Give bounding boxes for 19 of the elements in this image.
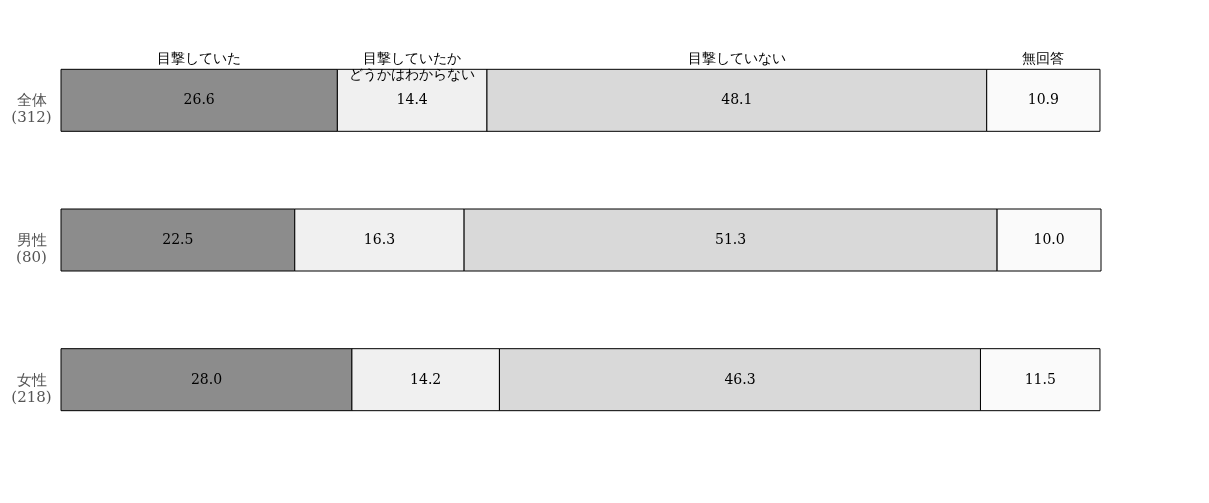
data-label: 28.0 (190, 370, 223, 387)
data-label: 26.6 (183, 91, 215, 108)
series-label: 目撃していない (687, 50, 786, 67)
y-tick-label: 全体 (312) (11, 91, 52, 127)
data-label: 22.5 (162, 231, 194, 247)
series-label: 目撃していた (157, 50, 242, 67)
data-label: 11.5 (1024, 370, 1056, 387)
y-tick-label: 男性 (80) (16, 231, 47, 266)
series-label: 無回答 (1022, 50, 1065, 67)
data-label: 48.1 (721, 91, 753, 108)
data-label: 51.3 (715, 231, 747, 247)
data-label: 14.4 (396, 91, 428, 108)
y-tick-label: 女性 (218) (11, 370, 52, 406)
data-label: 16.3 (363, 231, 396, 247)
series-label: 目撃していたかどうかはわからない (349, 50, 476, 83)
data-label: 10.0 (1033, 231, 1065, 247)
data-label: 46.3 (724, 370, 756, 387)
data-label: 14.2 (410, 370, 442, 387)
data-label: 10.9 (1027, 91, 1059, 108)
